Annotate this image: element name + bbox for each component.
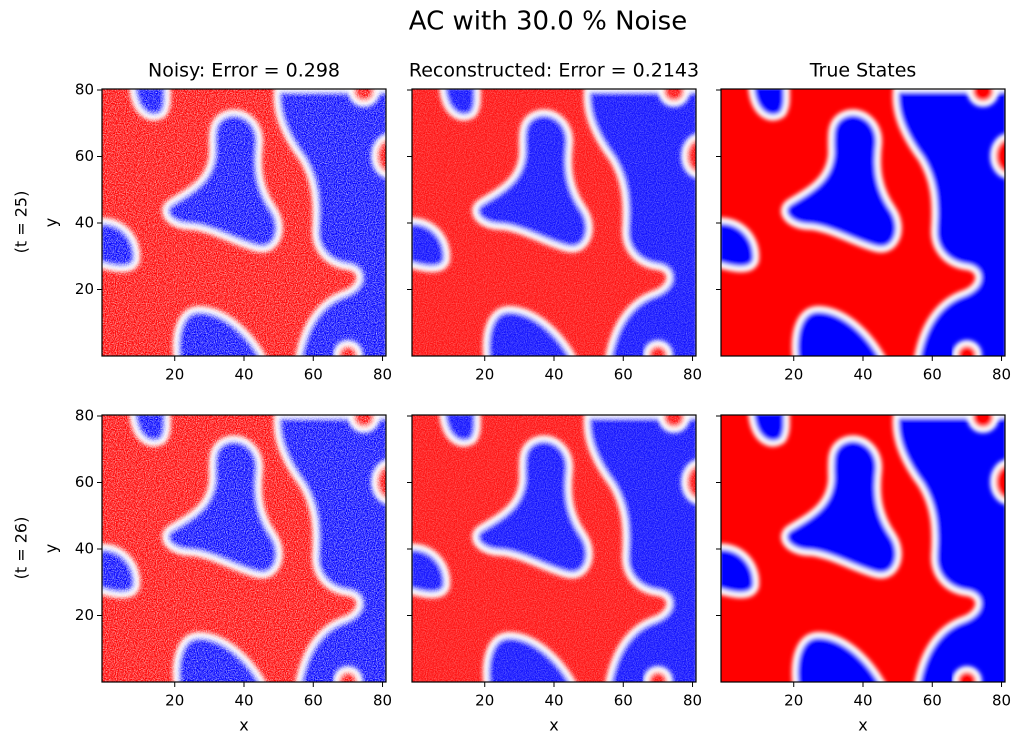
x-tick-label: 80 [683, 366, 702, 384]
x-tick-label: 40 [853, 692, 872, 710]
x-axis-label: x [239, 716, 248, 735]
heatmap [102, 89, 386, 356]
y-tick-label: 40 [75, 539, 94, 557]
x-tick-label: 80 [373, 692, 392, 710]
y-axis-label: y [42, 218, 61, 227]
x-tick-label: 80 [992, 692, 1011, 710]
y-axis-label: y [42, 544, 61, 553]
x-tick-label: 20 [784, 366, 803, 384]
x-tick-label: 80 [373, 366, 392, 384]
panel-title: Reconstructed: Error = 0.2143 [409, 60, 699, 82]
x-tick-label: 40 [853, 366, 872, 384]
heatmap [715, 78, 1015, 367]
x-tick-label: 40 [544, 692, 563, 710]
x-axis-label: x [858, 716, 867, 735]
y-tick-label: 80 [75, 406, 94, 424]
y-tick-label: 20 [75, 606, 94, 624]
row-label: (t = 26) [12, 517, 31, 580]
noise [102, 415, 386, 682]
figure-title: AC with 30.0 % Noise [409, 7, 687, 37]
y-tick-label: 60 [75, 147, 94, 165]
x-tick-label: 20 [165, 366, 184, 384]
noise [102, 89, 386, 356]
x-tick-label: 60 [614, 692, 633, 710]
x-tick-label: 60 [304, 692, 323, 710]
y-tick-label: 60 [75, 473, 94, 491]
x-tick-label: 60 [304, 366, 323, 384]
x-tick-label: 80 [683, 692, 702, 710]
x-tick-label: 20 [784, 692, 803, 710]
y-tick-label: 40 [75, 213, 94, 231]
y-tick-label: 80 [75, 80, 94, 98]
heatmap [715, 404, 1015, 693]
x-tick-label: 40 [234, 692, 253, 710]
x-tick-label: 80 [992, 366, 1011, 384]
row-label: (t = 25) [12, 191, 31, 254]
noise [412, 89, 696, 356]
noise [412, 415, 696, 682]
x-tick-label: 20 [475, 366, 494, 384]
x-tick-label: 60 [923, 366, 942, 384]
panel-title: True States [809, 60, 917, 82]
heatmap [412, 89, 696, 356]
heatmap [102, 415, 386, 682]
y-tick-label: 20 [75, 280, 94, 298]
field [715, 404, 1015, 693]
x-tick-label: 20 [475, 692, 494, 710]
field [715, 78, 1015, 367]
x-axis-label: x [549, 716, 558, 735]
x-tick-label: 40 [234, 366, 253, 384]
panel-title: Noisy: Error = 0.298 [148, 60, 340, 82]
heatmap [412, 415, 696, 682]
x-tick-label: 20 [165, 692, 184, 710]
x-tick-label: 40 [544, 366, 563, 384]
x-tick-label: 60 [923, 692, 942, 710]
x-tick-label: 60 [614, 366, 633, 384]
